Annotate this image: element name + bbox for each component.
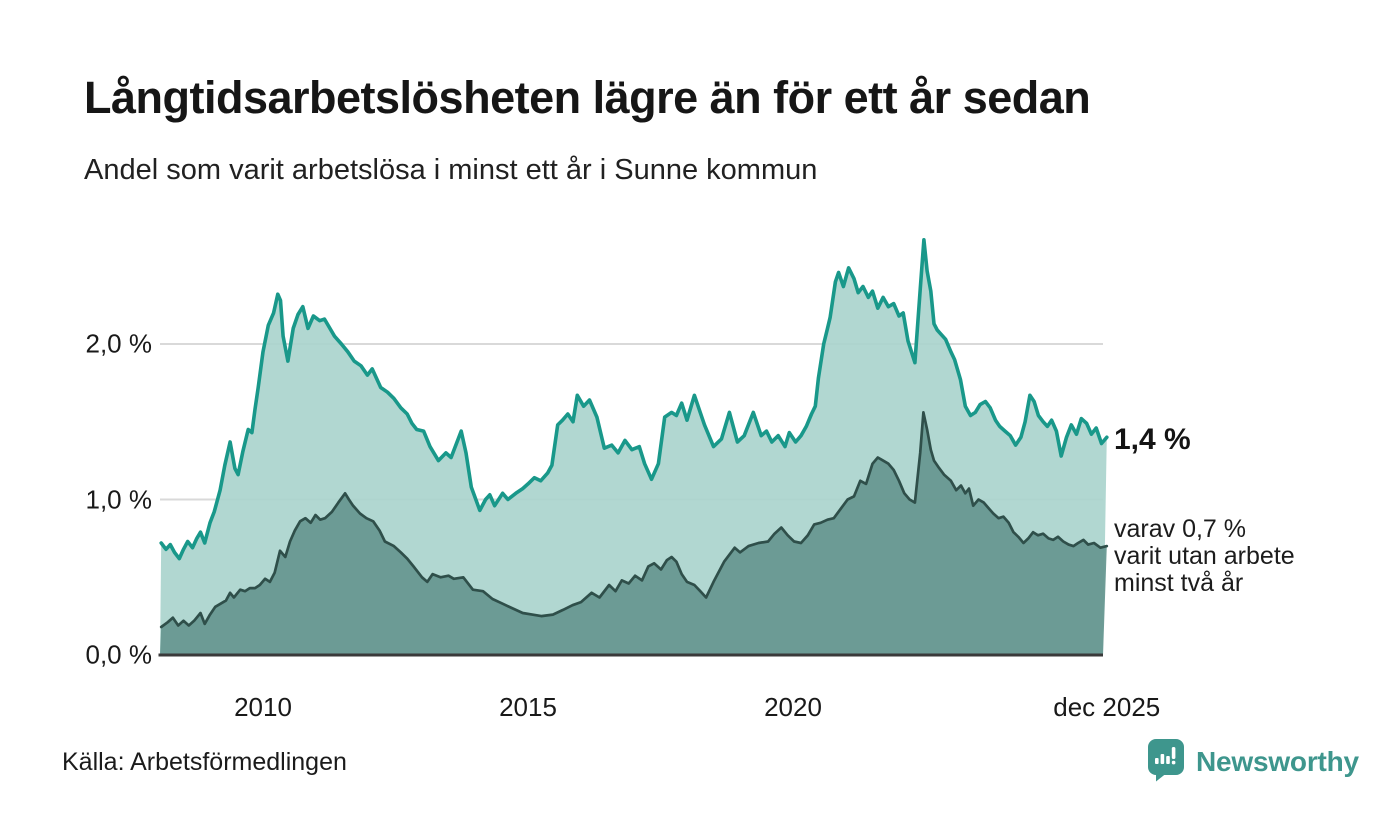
newsworthy-logo: Newsworthy	[1146, 738, 1359, 787]
chart-title: Långtidsarbetslösheten lägre än för ett …	[84, 72, 1091, 123]
x-tick-label-2015: 2015	[499, 692, 557, 722]
annotation-two-year: varav 0,7 % varit utan arbete minst två …	[1114, 516, 1295, 597]
series-line-0	[159, 238, 1109, 561]
x-tick-label-dec-2025: dec 2025	[1053, 692, 1161, 722]
annotation-latest-total: 1,4 %	[1114, 423, 1191, 456]
source-credit: Källa: Arbetsförmedlingen	[62, 748, 347, 776]
y-tick-label-2: 2,0 %	[85, 328, 153, 359]
newsworthy-bubble-chart-icon	[1146, 738, 1186, 787]
series-line-1	[159, 411, 1109, 629]
annotation-two-year-line2: varit utan arbete	[1114, 542, 1295, 570]
newsworthy-wordmark: Newsworthy	[1196, 746, 1359, 777]
y-tick-label-0: 0,0 %	[85, 639, 153, 670]
chart-subtitle: Andel som varit arbetslösa i minst ett å…	[84, 154, 818, 186]
x-tick-label-2010: 2010	[234, 692, 292, 722]
annotation-two-year-line3: minst två år	[1114, 569, 1244, 597]
annotation-two-year-line1: varav 0,7 %	[1114, 515, 1247, 543]
x-tick-label-2020: 2020	[764, 692, 822, 722]
y-tick-label-1: 1,0 %	[85, 484, 153, 514]
